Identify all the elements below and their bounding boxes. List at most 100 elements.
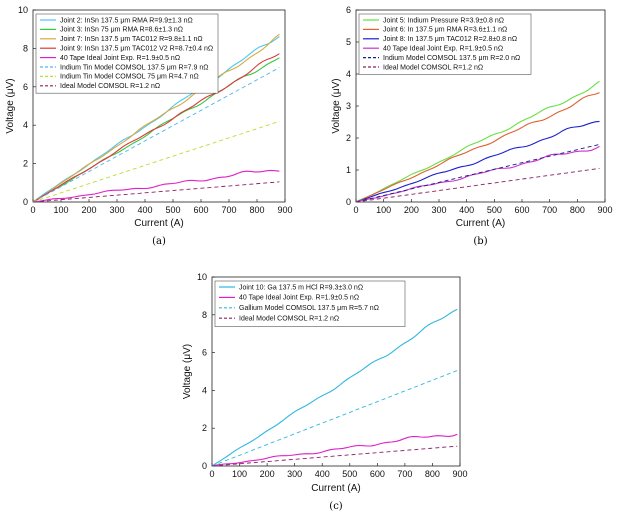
legend-entry: Joint 10: Ga 137.5 m HCl R=9.3±3.0 nΩ — [239, 284, 363, 291]
plot-frame — [32, 9, 286, 203]
y-tick-label: 10 — [18, 5, 28, 15]
chart-a: 0 100 200 300 400 500 600 700 800 900 0 2 4 6 8 10 Curre… — [5, 5, 293, 247]
legend-entry: Joint 8: In 137.5 μm TAC012 R=2.8±0.8 nΩ — [383, 36, 517, 43]
y-tick-label: 4 — [202, 385, 207, 395]
y-tick-label: 0 — [23, 197, 28, 207]
legend-entry: Ideal Model COMSOL R=1.2 nΩ — [60, 83, 160, 90]
series-line — [32, 67, 280, 203]
x-tick-label: 0 — [209, 469, 214, 479]
series-line — [355, 143, 600, 203]
y-tick-label: 2 — [23, 159, 28, 169]
x-tick-label: 800 — [425, 469, 440, 479]
y-axis-label: Voltage (μV) — [331, 78, 342, 133]
x-tick-label: 800 — [570, 205, 585, 215]
legend-entry: Ideal Model COMSOL R=1.2 nΩ — [239, 316, 339, 323]
plot-frame — [211, 276, 461, 467]
series-line — [355, 120, 600, 203]
legend-entry: Ideal Model COMSOL R=1.2 nΩ — [383, 64, 483, 71]
legend-entry: Joint 3: InSn 75 μm RMA R=8.6±1.3 nΩ — [60, 27, 183, 34]
x-tick-label: 700 — [221, 205, 236, 215]
x-tick-label: 400 — [459, 205, 474, 215]
series-line — [355, 80, 600, 203]
x-tick-label: 300 — [287, 469, 302, 479]
y-tick-label: 6 — [202, 348, 207, 358]
x-axis-label: Current (A) — [456, 218, 505, 229]
y-tick-label: 8 — [23, 43, 28, 53]
x-axis-label: Current (A) — [311, 483, 360, 494]
y-tick-label: 8 — [202, 310, 207, 320]
legend-box — [214, 280, 406, 327]
series-line — [211, 445, 458, 467]
x-tick-label: 800 — [249, 205, 264, 215]
legend-entry: Joint 5: Indium Pressure R=3.9±0.8 nΩ — [383, 17, 504, 24]
series-line — [32, 120, 280, 203]
x-tick-label: 100 — [376, 205, 391, 215]
legend-entry: 40 Tape Ideal Joint Exp. R=1.9±0.5 nΩ — [239, 295, 359, 302]
legend-entry: Indium Model COMSOL 137.5 μm R=2.0 nΩ — [383, 55, 520, 62]
legend-entry: Joint 6: In 137.5 μm RMA R=3.6±1.1 nΩ — [383, 27, 507, 34]
legend-entry: 40 Tape Ideal Joint Exp. R=1.9±0.5 nΩ — [383, 46, 503, 53]
y-tick-label: 3 — [346, 101, 351, 111]
y-tick-label: 1 — [346, 165, 351, 175]
x-tick-label: 700 — [542, 205, 557, 215]
x-tick-label: 500 — [342, 469, 357, 479]
y-tick-label: 6 — [23, 82, 28, 92]
legend-entry: Indium Tin Model COMSOL 137.5 μm R=7.9 n… — [60, 64, 209, 71]
x-tick-label: 0 — [30, 205, 35, 215]
subfigure-caption: (c) — [329, 501, 343, 512]
x-tick-label: 400 — [315, 469, 330, 479]
x-tick-label: 300 — [109, 205, 124, 215]
x-tick-label: 500 — [165, 205, 180, 215]
x-tick-label: 600 — [514, 205, 529, 215]
chart-b: 0 100 200 300 400 500 600 700 800 900 0 1 2 3 4 5 6 Curre… — [331, 5, 613, 247]
series-line — [211, 308, 458, 467]
legend-entry: Indium Tin Model COMSOL 75 μm R=4.7 nΩ — [60, 74, 199, 81]
legend-entry: Joint 9: InSn 137.5 μm TAC012 V2 R=8.7±0… — [60, 46, 213, 53]
x-tick-label: 900 — [597, 205, 612, 215]
series-line — [32, 169, 280, 203]
x-tick-label: 100 — [232, 469, 247, 479]
legend-entry: Gallium Model COMSOL 137.5 μm R=5.7 nΩ — [239, 305, 379, 312]
x-tick-label: 400 — [137, 205, 152, 215]
x-tick-label: 500 — [487, 205, 502, 215]
x-tick-label: 100 — [53, 205, 68, 215]
y-tick-label: 0 — [202, 461, 207, 471]
x-tick-label: 300 — [431, 205, 446, 215]
y-tick-label: 2 — [346, 133, 351, 143]
x-axis-label: Current (A) — [134, 218, 183, 229]
x-tick-label: 900 — [452, 469, 467, 479]
chart-c: 0 100 200 300 400 500 600 700 800 900 0 2 4 6 8 10 Curre… — [182, 272, 468, 512]
series-line — [355, 167, 600, 203]
series-line — [211, 370, 458, 467]
legend-box — [358, 13, 532, 75]
legend-entry: Joint 2: InSn 137.5 μm RMA R=9.9±1.3 nΩ — [60, 17, 193, 24]
x-tick-label: 700 — [397, 469, 412, 479]
series-line — [32, 33, 280, 203]
series-line — [32, 53, 280, 203]
x-tick-label: 900 — [277, 205, 292, 215]
y-tick-label: 4 — [346, 69, 351, 79]
x-tick-label: 600 — [370, 469, 385, 479]
legend-entry: Joint 7: InSn 137.5 μm TAC012 R=9.8±1.1 … — [60, 36, 203, 43]
x-tick-label: 200 — [81, 205, 96, 215]
y-tick-label: 10 — [197, 272, 207, 282]
subfigure-caption: (b) — [473, 236, 487, 247]
y-axis-label: Voltage (μV) — [5, 78, 16, 133]
series-line — [355, 92, 600, 203]
y-tick-label: 4 — [23, 120, 28, 130]
x-tick-label: 200 — [404, 205, 419, 215]
legend-box — [35, 13, 219, 94]
y-axis-label: Voltage (μV) — [182, 344, 193, 399]
series-line — [355, 145, 600, 203]
y-tick-label: 0 — [346, 197, 351, 207]
legend-entry: 40 Tape Ideal Joint Exp. R=1.9±0.5 nΩ — [60, 55, 180, 62]
y-tick-label: 2 — [202, 423, 207, 433]
series-line — [211, 433, 458, 467]
series-line — [32, 181, 280, 203]
subfigure-caption: (a) — [152, 236, 166, 247]
x-tick-label: 0 — [353, 205, 358, 215]
x-tick-label: 200 — [260, 469, 275, 479]
x-tick-label: 600 — [193, 205, 208, 215]
y-tick-label: 5 — [346, 37, 351, 47]
